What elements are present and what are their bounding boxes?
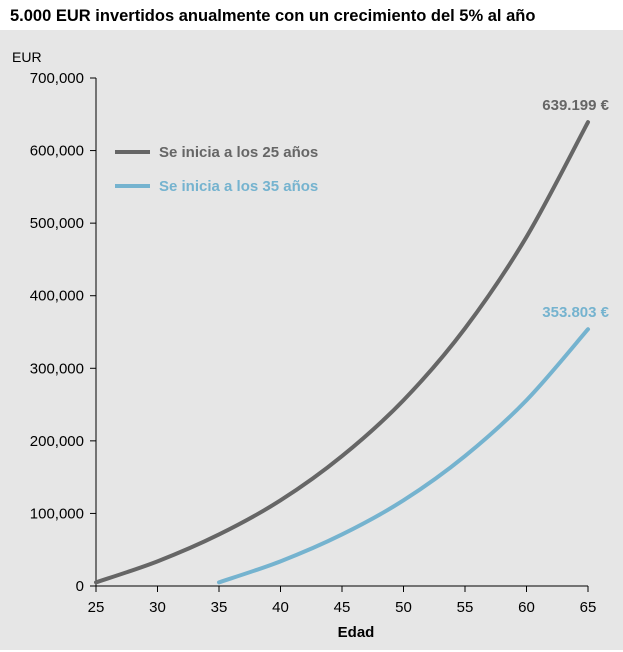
series-line-1 xyxy=(94,120,590,585)
legend-label-2: Se inicia a los 35 años xyxy=(159,178,318,195)
y-tick-label: 100,000 xyxy=(30,505,84,522)
legend: Se inicia a los 25 años Se inicia a los 3… xyxy=(115,144,318,195)
chart-title: 5.000 EUR invertidos anualmente con un c… xyxy=(10,7,536,25)
x-tick-label: 65 xyxy=(580,599,597,616)
y-tick-label: 400,000 xyxy=(30,288,84,305)
y-tick-label: 600,000 xyxy=(30,143,84,160)
series-line-2 xyxy=(217,327,590,585)
axes: 0 100,000 200,000 300,000 400,000 500,000 600,… xyxy=(30,70,597,616)
x-tick-label: 45 xyxy=(334,599,351,616)
x-tick-label: 30 xyxy=(149,599,166,616)
series-layer: 639.199 € 353.803 € xyxy=(94,97,610,585)
y-tick-label: 700,000 xyxy=(30,70,84,87)
y-tick-label: 300,000 xyxy=(30,360,84,377)
x-tick-label: 60 xyxy=(518,599,535,616)
x-tick-label: 55 xyxy=(457,599,474,616)
x-tick-label: 50 xyxy=(395,599,412,616)
series-end-label-1: 639.199 € xyxy=(542,97,609,114)
y-tick-label: 500,000 xyxy=(30,215,84,232)
y-tick-label: 0 xyxy=(76,578,84,595)
x-axis-label: Edad xyxy=(338,624,375,641)
legend-label-1: Se inicia a los 25 años xyxy=(159,144,318,161)
x-tick-label: 35 xyxy=(211,599,228,616)
series-end-label-2: 353.803 € xyxy=(542,304,609,321)
x-tick-label: 40 xyxy=(272,599,289,616)
y-tick-label: 200,000 xyxy=(30,433,84,450)
x-tick-label: 25 xyxy=(88,599,105,616)
y-axis-label: EUR xyxy=(12,49,42,65)
chart-background xyxy=(0,30,623,650)
